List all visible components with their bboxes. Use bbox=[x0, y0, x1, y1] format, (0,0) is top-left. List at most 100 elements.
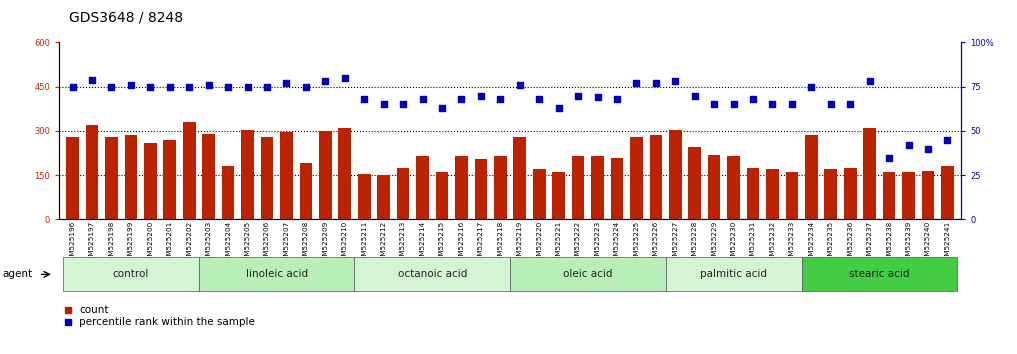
Point bbox=[590, 95, 606, 100]
Bar bbox=[785, 172, 798, 219]
Bar bbox=[883, 172, 895, 219]
Point bbox=[765, 102, 781, 107]
Bar bbox=[921, 171, 935, 219]
Bar bbox=[902, 172, 915, 219]
Bar bbox=[572, 156, 585, 219]
Point bbox=[940, 137, 956, 143]
Point bbox=[667, 79, 683, 84]
Bar bbox=[727, 156, 740, 219]
Point bbox=[239, 84, 255, 90]
Bar bbox=[941, 166, 954, 219]
Text: count: count bbox=[79, 305, 109, 315]
Point bbox=[375, 102, 392, 107]
Bar bbox=[805, 135, 818, 219]
Bar bbox=[358, 174, 370, 219]
Point bbox=[220, 84, 236, 90]
Bar bbox=[708, 155, 720, 219]
Bar bbox=[510, 257, 665, 291]
Bar bbox=[863, 128, 876, 219]
Bar bbox=[591, 156, 604, 219]
Bar bbox=[514, 137, 526, 219]
Point bbox=[881, 155, 897, 160]
Point bbox=[395, 102, 411, 107]
Text: control: control bbox=[113, 269, 149, 279]
Bar bbox=[746, 168, 760, 219]
Bar bbox=[494, 156, 506, 219]
Bar bbox=[844, 168, 856, 219]
Bar bbox=[650, 135, 662, 219]
Point bbox=[492, 96, 508, 102]
Bar bbox=[85, 125, 99, 219]
Bar bbox=[610, 158, 623, 219]
Point bbox=[706, 102, 722, 107]
Point bbox=[162, 84, 178, 90]
Bar bbox=[199, 257, 355, 291]
Bar bbox=[455, 156, 468, 219]
Bar bbox=[202, 134, 215, 219]
Bar bbox=[164, 140, 176, 219]
Bar bbox=[260, 137, 274, 219]
Point bbox=[104, 84, 120, 90]
Text: GDS3648 / 8248: GDS3648 / 8248 bbox=[69, 11, 183, 25]
Bar bbox=[377, 175, 390, 219]
Point bbox=[803, 84, 820, 90]
Bar bbox=[105, 137, 118, 219]
Bar bbox=[416, 156, 429, 219]
Bar bbox=[300, 164, 312, 219]
Point bbox=[744, 96, 761, 102]
Point bbox=[317, 79, 334, 84]
Point bbox=[181, 84, 197, 90]
Bar bbox=[631, 137, 643, 219]
Point bbox=[609, 96, 625, 102]
Point bbox=[414, 96, 430, 102]
Bar bbox=[552, 172, 565, 219]
Bar bbox=[183, 122, 195, 219]
Bar bbox=[339, 128, 351, 219]
Bar bbox=[397, 168, 410, 219]
Bar bbox=[766, 169, 779, 219]
Bar bbox=[319, 131, 332, 219]
Point bbox=[920, 146, 937, 152]
Point bbox=[454, 96, 470, 102]
Point bbox=[337, 75, 353, 81]
Bar bbox=[144, 143, 157, 219]
Point bbox=[550, 105, 566, 111]
Point bbox=[861, 79, 878, 84]
Bar bbox=[435, 172, 448, 219]
Bar bbox=[669, 130, 681, 219]
Bar bbox=[66, 137, 79, 219]
Point bbox=[279, 80, 295, 86]
Text: oleic acid: oleic acid bbox=[563, 269, 612, 279]
Point bbox=[725, 102, 741, 107]
Text: stearic acid: stearic acid bbox=[849, 269, 909, 279]
Bar bbox=[475, 159, 487, 219]
Text: linoleic acid: linoleic acid bbox=[246, 269, 308, 279]
Text: palmitic acid: palmitic acid bbox=[700, 269, 767, 279]
Point bbox=[356, 96, 372, 102]
Point bbox=[629, 80, 645, 86]
Bar bbox=[355, 257, 510, 291]
Point bbox=[648, 80, 664, 86]
Bar bbox=[222, 166, 235, 219]
Point bbox=[200, 82, 217, 88]
Point bbox=[64, 84, 80, 90]
Point bbox=[83, 77, 100, 82]
Point bbox=[570, 93, 586, 98]
Point bbox=[512, 82, 528, 88]
Bar bbox=[63, 257, 199, 291]
Point bbox=[842, 102, 858, 107]
Point bbox=[784, 102, 800, 107]
Point bbox=[823, 102, 839, 107]
Point bbox=[123, 82, 139, 88]
Point bbox=[298, 84, 314, 90]
Bar bbox=[801, 257, 957, 291]
Point bbox=[434, 105, 451, 111]
Bar bbox=[665, 257, 801, 291]
Point bbox=[900, 142, 916, 148]
Bar bbox=[125, 135, 137, 219]
Text: percentile rank within the sample: percentile rank within the sample bbox=[79, 317, 255, 327]
Text: agent: agent bbox=[2, 269, 33, 279]
Bar bbox=[533, 169, 545, 219]
Bar bbox=[280, 132, 293, 219]
Bar bbox=[689, 147, 701, 219]
